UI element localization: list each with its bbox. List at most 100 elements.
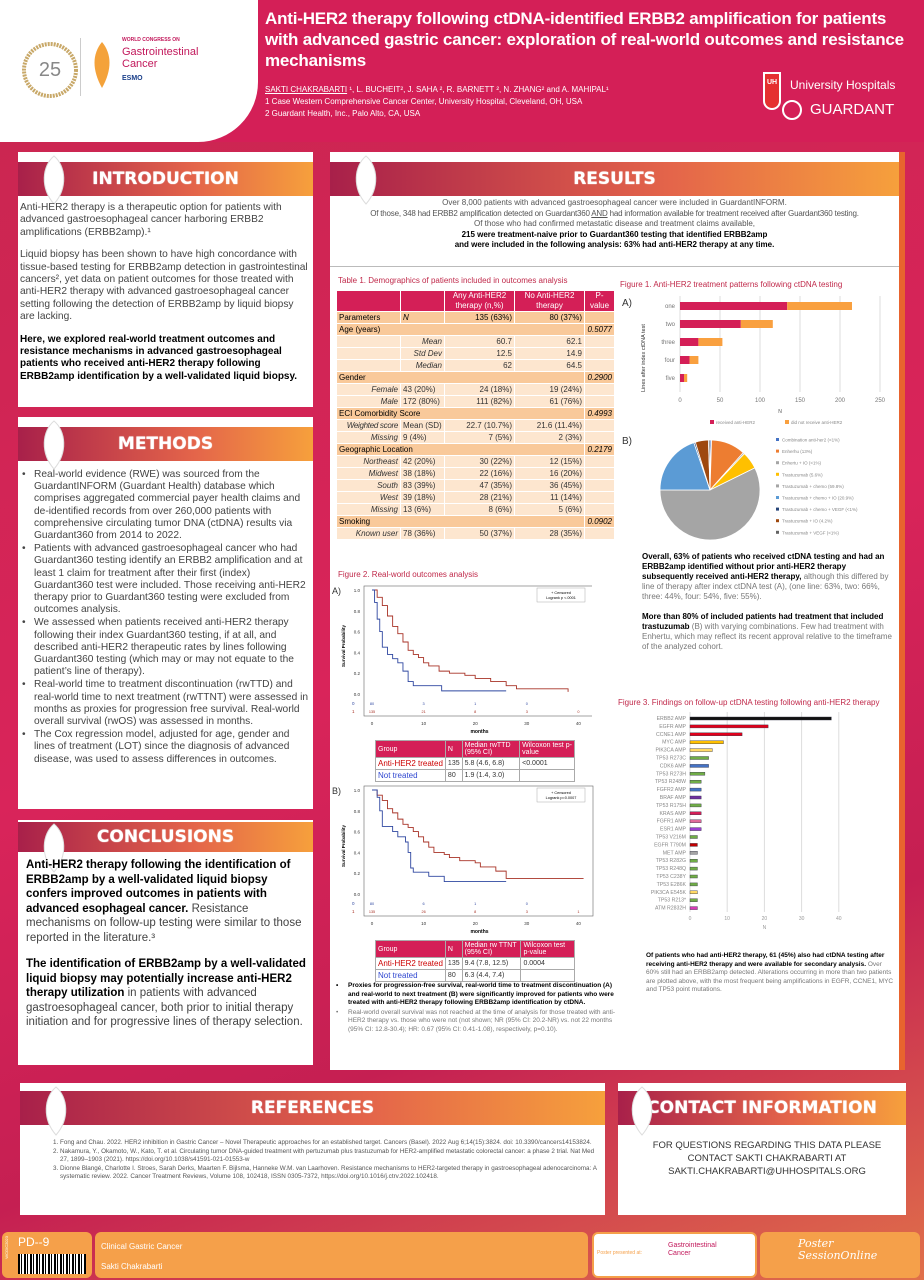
congress-label: WORLD CONGRESS ON	[122, 37, 180, 43]
table-cell	[584, 431, 615, 444]
table-cell	[584, 383, 615, 396]
pie-slice	[708, 439, 711, 491]
table-cell: 38 (18%)	[400, 467, 445, 480]
at-risk-count: 80	[370, 702, 374, 706]
poster-code-badge: WCGIC2023 PD--9	[2, 1232, 92, 1278]
y-tick-label: 0.4	[354, 650, 361, 655]
table-row: Known user 78 (36%) 50 (37%) 28 (35%)	[336, 527, 615, 540]
reference-item: Fong and Chau. 2022. HER2 inhibition in …	[60, 1139, 600, 1148]
bar	[689, 866, 698, 871]
plot-frame	[363, 585, 592, 717]
table-cell: 30 (22%)	[444, 455, 515, 468]
at-risk-group-label: 0	[352, 701, 355, 706]
svg-text:25: 25	[39, 59, 61, 81]
table-cell: 36 (45%)	[514, 479, 585, 492]
x-tick-label: 150	[795, 398, 806, 404]
wheat-leaf-icon	[355, 155, 377, 205]
table-cell: Smoking	[336, 515, 585, 528]
y-axis-label: Survival Probability	[341, 824, 346, 867]
km-table-b: Group N Median rw TTNT (95% CI) Wilcoxon te…	[375, 940, 575, 982]
table-cell: 62.1	[514, 335, 585, 348]
legend-label: Enherhu (13%)	[782, 449, 813, 454]
y-tick-label: PIK3CA E545K	[651, 890, 687, 896]
table-row: Smoking 0.0902	[336, 515, 615, 528]
survival-curve-group-1	[372, 589, 569, 692]
y-tick-label: TP53 R248Q	[656, 866, 686, 872]
x-axis-label: N	[778, 409, 782, 415]
contact-text[interactable]: FOR QUESTIONS REGARDING THIS DATA PLEASE…	[652, 1140, 882, 1177]
survival-curve-group-0	[372, 589, 507, 692]
methods-heading: METHODS	[18, 427, 313, 461]
table-row: Missing 9 (4%) 7 (5%) 2 (3%)	[336, 431, 615, 444]
at-risk-group-label: 0	[352, 901, 355, 906]
table-cell: Geographic Location	[336, 443, 585, 456]
x-tick-label: 40	[836, 916, 842, 922]
column-header: P-value	[584, 290, 615, 312]
table-cell: 0.0902	[584, 515, 615, 528]
poster-title: Anti-HER2 therapy following ctDNA-identi…	[265, 9, 904, 70]
x-axis-label: N	[763, 925, 767, 931]
table-cell: 83 (39%)	[400, 479, 445, 492]
y-tick-label: 1.0	[354, 588, 361, 593]
km-finding: Proxies for progression-free survival, r…	[332, 982, 617, 1008]
at-risk-count: 3	[423, 702, 425, 706]
table-cell: 43 (20%)	[400, 383, 445, 396]
column-header: Group	[375, 940, 446, 958]
bar	[689, 764, 709, 768]
column-header: N	[444, 940, 463, 958]
y-tick-label: TP53 R248W	[655, 779, 686, 785]
km-finding: Real-world overall survival was not reac…	[332, 1009, 617, 1035]
legend-box	[536, 587, 586, 603]
poster-session-online-logo[interactable]: Poster SessionOnline	[760, 1232, 920, 1278]
guardant-drop-icon	[782, 100, 802, 120]
bar-did-not-receive-anti-HER2	[689, 356, 699, 364]
table-cell: 28 (21%)	[444, 491, 515, 504]
panel-label: A)	[332, 586, 341, 596]
methods-item: The Cox regression model, adjusted for a…	[18, 729, 312, 766]
table-row: Anti-HER2 treated 135 5.8 (4.6, 6.8) <0.000…	[375, 757, 575, 770]
session-category: Clinical Gastric Cancer	[101, 1242, 183, 1251]
table-cell: Known user	[336, 527, 401, 540]
at-risk-count: 1	[474, 902, 476, 906]
results-section: RESULTS Over 8,000 patients with advance…	[330, 152, 905, 1070]
table-cell: 22.7 (10.7%)	[444, 419, 515, 432]
table-cell	[584, 395, 615, 408]
wheat-icon	[94, 42, 110, 88]
y-tick-label: four	[665, 358, 675, 364]
session-author: Sakti Chakrabarti	[101, 1262, 163, 1271]
methods-section: METHODS Real-world evidence (RWE) was so…	[18, 417, 313, 809]
wheat-leaf-icon	[43, 420, 65, 470]
bar	[689, 882, 698, 887]
table-cell: 21.6 (11.4%)	[514, 419, 585, 432]
table-cell: 135 (63%)	[444, 311, 515, 324]
legend-swatch	[776, 530, 779, 534]
table-cell: N	[400, 311, 445, 324]
legend-label: did not receive anti-HER2	[791, 420, 843, 425]
table-row: Age (years) 0.5077	[336, 323, 615, 336]
legend-swatch	[785, 420, 789, 424]
bar-did-not-receive-anti-HER2	[787, 302, 852, 310]
x-tick-label: 0	[689, 916, 692, 922]
y-tick-label: MYC AMP	[662, 740, 686, 746]
table-cell: Not treated	[375, 969, 446, 982]
bar	[689, 803, 702, 808]
legend-label: Trastuzumab + IO (4.2%)	[782, 519, 833, 524]
y-tick-label: TP53 R282G	[656, 858, 686, 864]
y-tick-label: PIK3CA AMP	[655, 748, 686, 754]
at-risk-count: 0	[577, 710, 579, 714]
legend-box	[536, 787, 586, 803]
at-risk-count: 21	[421, 710, 425, 714]
table-cell: 0.5077	[584, 323, 615, 336]
bar	[689, 811, 702, 816]
guardant-logo: GUARDANT	[810, 101, 895, 118]
fig1-text: although this differed by line of therap…	[642, 572, 889, 601]
conclusions-section: CONCLUSIONS Anti-HER2 therapy following …	[18, 820, 313, 1065]
presented-at-logo: Poster presented at: Gastrointestinal Can…	[592, 1232, 757, 1278]
legend-label: Logrank p <.0001	[546, 596, 576, 600]
congress-logo: 25 WORLD CONGRESS ON Gastrointestinal Can…	[0, 0, 258, 142]
x-tick-label: 250	[875, 398, 886, 404]
reference-item: Dionne Blangé, Charlotte I. Stroes, Sara…	[60, 1165, 600, 1182]
y-tick-label: ESR1 AMP	[660, 827, 686, 833]
table-cell: 6.3 (4.4, 7.4)	[461, 969, 522, 982]
y-tick-label: 0.8	[354, 609, 361, 614]
